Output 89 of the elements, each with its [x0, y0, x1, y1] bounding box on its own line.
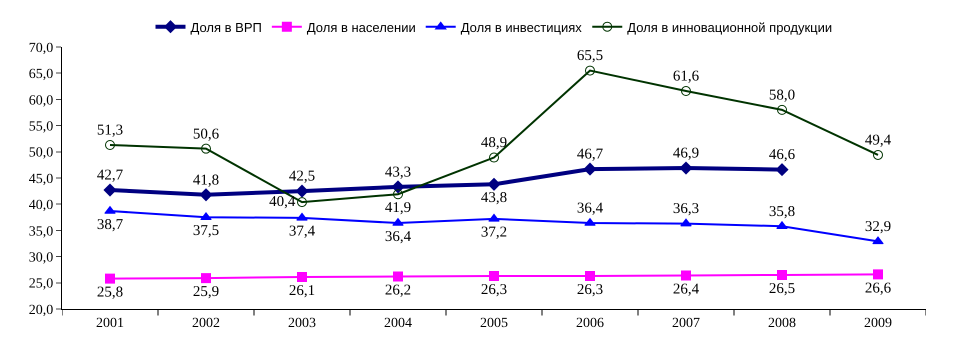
y-tick-label: 30,0	[28, 250, 54, 266]
x-tick-label: 2007	[672, 316, 700, 331]
data-label: 26,5	[768, 280, 796, 297]
data-label: 43,3	[384, 164, 412, 181]
point	[585, 270, 595, 281]
data-label: 26,4	[672, 281, 700, 298]
point	[297, 197, 307, 208]
point	[201, 144, 211, 154]
data-label: 38,7	[96, 216, 124, 233]
data-label: 42,5	[288, 168, 316, 185]
data-label: 37,2	[480, 224, 508, 241]
data-label: 26,3	[480, 282, 508, 298]
data-label: 37,5	[192, 223, 220, 240]
y-tick-label: 20,0	[28, 302, 54, 318]
point	[873, 150, 883, 160]
point	[393, 272, 403, 282]
point	[584, 162, 596, 176]
point	[872, 236, 884, 244]
data-label: 41,8	[192, 172, 220, 188]
legend-label: Доля в населении	[306, 20, 416, 35]
data-label: 46,9	[672, 146, 700, 162]
legend-label: Доля в инновационной продукции	[627, 20, 832, 35]
point	[296, 212, 308, 221]
data-label: 36,3	[672, 201, 700, 218]
point	[200, 188, 212, 202]
x-tick-label: 2009	[864, 316, 892, 331]
data-label: 25,8	[96, 284, 124, 300]
y-tick-label: 45,0	[28, 172, 54, 187]
y-tick-label: 60,0	[28, 93, 54, 108]
data-label: 26,3	[576, 282, 604, 298]
point	[585, 66, 595, 76]
point	[200, 212, 212, 220]
data-label: 42,7	[96, 168, 124, 184]
point	[488, 214, 500, 222]
data-label: 36,4	[384, 228, 412, 245]
data-label: 58,0	[768, 88, 796, 104]
point	[105, 274, 115, 284]
data-label: 49,4	[864, 132, 892, 149]
x-tick-label: 2002	[192, 316, 220, 331]
y-tick-label: 35,0	[28, 224, 54, 240]
point	[392, 180, 404, 194]
data-label: 36,4	[576, 200, 604, 217]
data-label: 35,8	[768, 204, 796, 220]
legend-label: Доля в инвестициях	[460, 20, 582, 35]
point	[681, 270, 691, 280]
point	[105, 140, 115, 150]
y-tick-label: 55,0	[28, 120, 54, 134]
x-tick-label: 2008	[768, 316, 796, 331]
x-tick-label: 2003	[288, 316, 316, 331]
point	[489, 152, 499, 163]
x-tick-label: 2001	[96, 316, 124, 331]
point	[297, 272, 307, 282]
data-label: 46,7	[576, 146, 604, 163]
point	[873, 269, 883, 280]
y-tick-label: 25,0	[28, 276, 54, 292]
point	[488, 178, 500, 191]
data-label: 26,1	[288, 282, 316, 299]
y-tick-label: 40,0	[28, 198, 54, 214]
data-label: 51,3	[96, 122, 124, 139]
x-tick-label: 2006	[576, 316, 604, 331]
data-label: 26,6	[864, 280, 892, 296]
data-label: 61,6	[672, 68, 700, 85]
y-tick-label: 70,0	[28, 40, 54, 56]
y-tick-label: 65,0	[28, 67, 54, 82]
point	[489, 270, 499, 281]
point	[201, 273, 211, 284]
data-label: 48,9	[480, 135, 508, 152]
point	[104, 184, 116, 196]
x-tick-label: 2005	[480, 316, 508, 331]
data-label: 65,5	[576, 48, 604, 64]
data-label: 41,9	[384, 200, 412, 216]
data-label: 46,6	[768, 147, 796, 164]
legend-label: Доля в ВРП	[190, 20, 262, 35]
point	[681, 86, 691, 96]
y-tick-label: 50,0	[28, 146, 54, 161]
data-label: 37,4	[288, 224, 316, 240]
point	[777, 104, 787, 115]
data-label: 32,9	[864, 219, 892, 236]
data-label: 40,4	[269, 194, 296, 210]
point	[680, 162, 692, 174]
data-label: 50,6	[192, 126, 220, 142]
point	[776, 163, 788, 176]
point	[777, 270, 787, 280]
data-label: 26,2	[384, 282, 412, 298]
data-label: 25,9	[192, 284, 220, 300]
data-label: 43,8	[480, 190, 508, 206]
x-tick-label: 2004	[384, 316, 412, 331]
point	[296, 184, 308, 198]
point	[393, 189, 403, 200]
